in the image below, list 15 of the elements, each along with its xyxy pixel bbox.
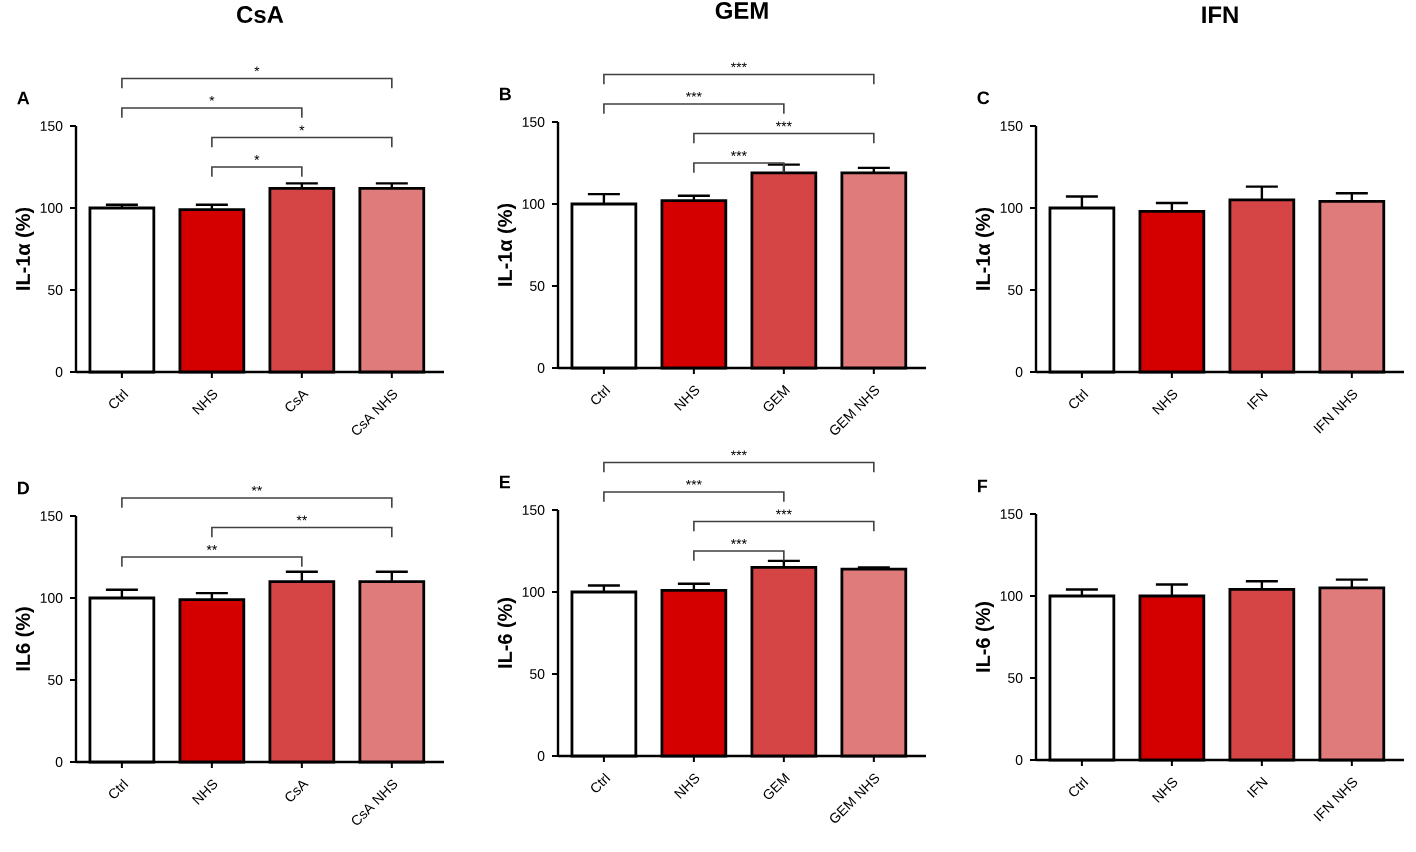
chart-subtitle: A xyxy=(17,91,30,105)
chart-subtitle: C xyxy=(977,91,990,105)
chart-subtitle: F xyxy=(978,479,988,493)
chart-subtitle: B xyxy=(500,87,511,101)
chart-title: IFN xyxy=(1202,6,1238,23)
y-axis-title: IL-6 (%) xyxy=(497,598,517,668)
y-axis-title: IL-1α (%) xyxy=(975,207,995,290)
y-axis-title: IL-1α (%) xyxy=(497,203,517,286)
y-axis-title: IL-1α (%) xyxy=(15,207,34,290)
y-axis-title: IL6 (%) xyxy=(15,607,34,671)
chart-title: CsA xyxy=(237,6,284,23)
y-axis-title: IL-6 (%) xyxy=(975,602,995,672)
chart-title: GEM xyxy=(715,2,768,19)
chart-subtitle: D xyxy=(17,481,29,495)
chart-subtitle: E xyxy=(500,475,511,489)
